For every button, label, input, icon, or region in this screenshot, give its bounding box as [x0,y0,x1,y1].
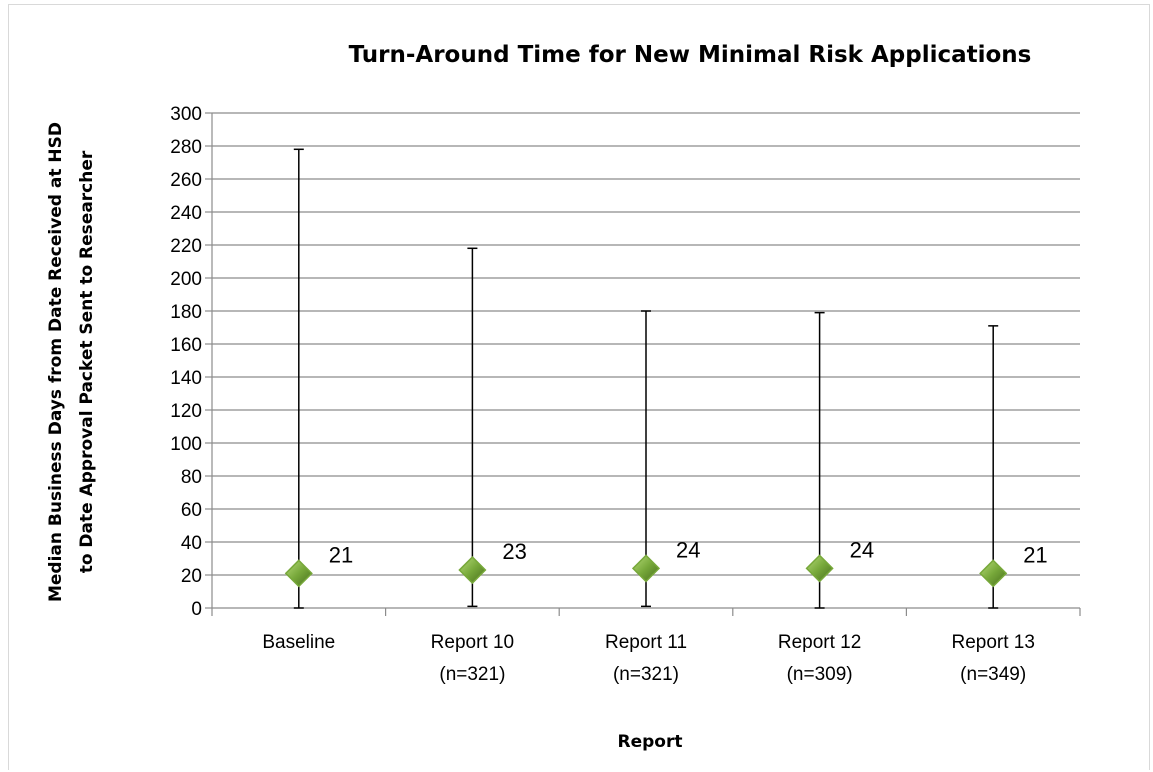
data-point-marker [284,559,313,588]
category-label: Baseline [262,632,335,653]
data-label: 23 [502,539,526,564]
y-tick-label: 60 [181,500,202,521]
y-tick-label: 300 [170,104,202,125]
data-label: 24 [850,537,874,562]
category-label: Report 13 [951,632,1034,653]
category-label: Report 11 [605,632,687,653]
data-label: 24 [676,537,700,562]
y-tick-label: 40 [181,533,202,554]
data-point-marker [805,554,834,583]
category-sublabel: (n=309) [787,664,853,685]
y-tick-label: 220 [170,236,202,257]
data-label: 21 [1023,542,1047,567]
data-point-marker [458,555,487,585]
y-tick-label: 140 [170,368,202,389]
x-axis-title: Report [617,732,683,752]
y-tick-label: 20 [181,566,202,587]
y-tick-label: 160 [170,335,202,356]
y-tick-label: 0 [191,599,202,620]
y-tick-label: 260 [170,170,202,191]
y-tick-label: 100 [170,434,202,455]
category-sublabel: (n=321) [439,664,505,685]
chart-title: Turn-Around Time for New Minimal Risk Ap… [348,42,1032,68]
y-tick-label: 280 [170,137,202,158]
data-label: 21 [329,542,353,567]
y-tick-label: 180 [170,302,202,323]
category-label: Report 10 [431,632,514,653]
data-point-marker [631,554,661,583]
y-tick-label: 80 [181,467,202,488]
y-tick-label: 200 [170,269,202,290]
y-tick-label: 120 [170,401,202,422]
category-label: Report 12 [778,632,861,653]
chart-frame [8,4,1150,770]
y-tick-label: 240 [170,203,202,224]
category-sublabel: (n=321) [613,664,679,685]
category-sublabel: (n=349) [960,664,1026,685]
data-point-marker [979,559,1008,588]
